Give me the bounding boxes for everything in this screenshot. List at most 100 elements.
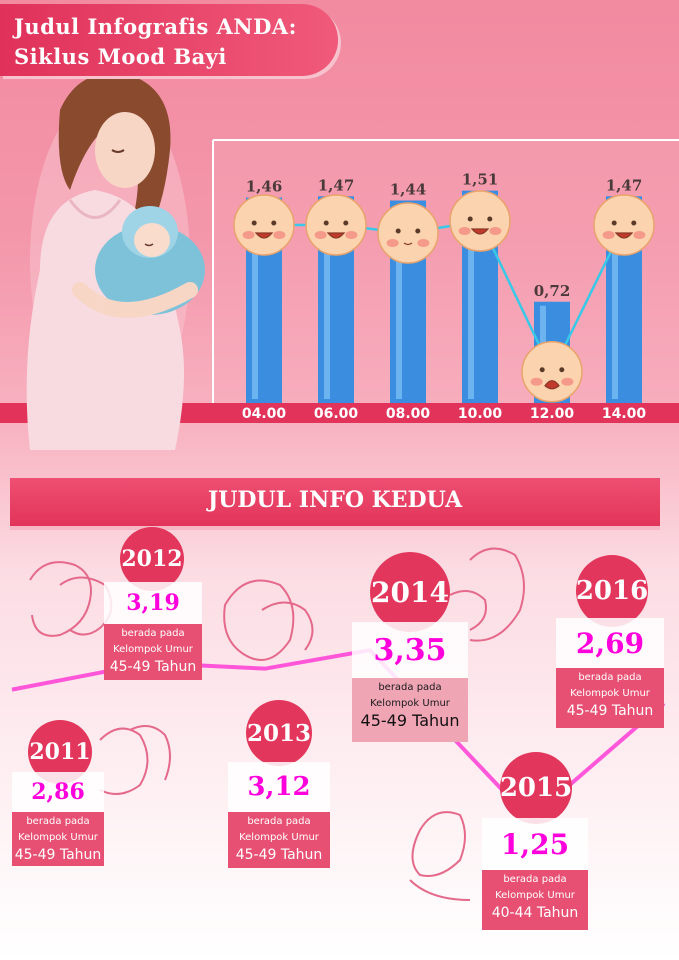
year-badge: 2012 <box>120 527 184 591</box>
face-circle <box>305 194 367 256</box>
cheek <box>561 377 574 386</box>
year-value: 3,12 <box>228 762 330 812</box>
bar-value-label: 1,47 <box>318 176 355 194</box>
bar-highlight <box>324 200 330 399</box>
cheek <box>417 239 430 247</box>
caption-line1: berada pada <box>26 816 90 827</box>
age-group: 45-49 Tahun <box>360 711 460 730</box>
cheek <box>489 227 502 235</box>
eye <box>415 228 421 234</box>
cheek <box>633 231 646 239</box>
card-caption: berada pada Kelompok Umur 45-49 Tahun <box>104 624 202 680</box>
cheek <box>602 231 615 239</box>
year-value: 3,35 <box>352 622 468 678</box>
face-circle <box>449 190 511 252</box>
mouth <box>254 232 274 239</box>
cheek <box>386 239 399 247</box>
eye <box>539 367 545 373</box>
mother-baby-illustration <box>26 73 205 450</box>
x-tick-label: 06.00 <box>314 406 359 422</box>
year-badge: 2016 <box>576 555 648 627</box>
bar-highlight <box>468 194 474 399</box>
bar-value-label: 1,51 <box>462 171 499 189</box>
year-badge: 2013 <box>246 700 312 766</box>
cheek <box>345 231 358 239</box>
eye <box>323 220 329 226</box>
card-caption: berada pada Kelompok Umur 45-49 Tahun <box>228 812 330 868</box>
caption-line2: Kelompok Umur <box>495 890 575 901</box>
face-circle <box>377 202 439 264</box>
year-badge: 2014 <box>370 552 450 632</box>
caption-line1: berada pada <box>503 874 567 885</box>
bar-highlight <box>612 200 618 399</box>
face-circle <box>521 341 583 403</box>
bar-labels-group: 1,46 1,47 1,44 1,51 0,72 1,47 <box>246 171 643 300</box>
eye <box>395 228 401 234</box>
year-value: 2,86 <box>12 772 104 812</box>
x-tick-labels: 04.00 06.00 08.00 10.00 12.00 14.00 <box>242 406 647 422</box>
mother-baby-line-icon <box>29 547 525 901</box>
age-group: 45-49 Tahun <box>566 703 654 719</box>
mouth <box>403 242 413 246</box>
face-circle <box>593 194 655 256</box>
cheek <box>458 227 471 235</box>
face-circle <box>233 194 295 256</box>
page-title-line2: Siklus Mood Bayi <box>14 44 227 69</box>
eye <box>271 220 277 226</box>
x-tick-label: 14.00 <box>602 406 647 422</box>
x-tick-label: 08.00 <box>386 406 431 422</box>
card-caption: berada pada Kelompok Umur 45-49 Tahun <box>12 812 104 866</box>
eye <box>487 216 493 222</box>
bar-value-label: 1,47 <box>606 176 643 194</box>
faces-group <box>233 190 655 403</box>
card-caption: berada pada Kelompok Umur 45-49 Tahun <box>556 668 664 728</box>
caption-line2: Kelompok Umur <box>239 832 319 843</box>
cheek <box>273 231 286 239</box>
mouth <box>326 232 346 239</box>
cheek <box>314 231 327 239</box>
cheek <box>530 377 543 386</box>
baby-face-icon <box>377 202 439 264</box>
caption-line2: Kelompok Umur <box>370 698 450 709</box>
year-badge: 2015 <box>500 752 572 824</box>
caption-line1: berada pada <box>121 628 185 639</box>
caption-line2: Kelompok Umur <box>570 688 650 699</box>
year-value: 1,25 <box>482 818 588 870</box>
title-ribbon: Judul Infografis ANDA: Siklus Mood Bayi <box>0 4 338 76</box>
caption-line1: berada pada <box>378 682 442 693</box>
section2-title: JUDUL INFO KEDUA <box>207 487 463 513</box>
bar-value-label: 1,44 <box>390 181 427 199</box>
eye <box>559 367 565 373</box>
baby-face-icon <box>449 190 511 252</box>
baby-face-icon <box>233 194 295 256</box>
eye <box>343 220 349 226</box>
card-caption: berada pada Kelompok Umur 45-49 Tahun <box>352 678 468 742</box>
mouth <box>614 232 634 239</box>
baby-face-icon <box>305 194 367 256</box>
x-tick-label: 12.00 <box>530 406 575 422</box>
section2-banner: JUDUL INFO KEDUA <box>10 478 660 526</box>
mouth <box>470 228 490 235</box>
year-value: 2,69 <box>556 618 664 668</box>
baby-face-icon <box>521 341 583 403</box>
cheek <box>242 231 255 239</box>
eye <box>251 220 257 226</box>
age-group: 45-49 Tahun <box>109 659 197 675</box>
caption-line1: berada pada <box>578 672 642 683</box>
x-tick-label: 04.00 <box>242 406 287 422</box>
age-group: 45-49 Tahun <box>235 847 323 863</box>
eye <box>467 216 473 222</box>
card-caption: berada pada Kelompok Umur 40-44 Tahun <box>482 870 588 930</box>
caption-line2: Kelompok Umur <box>18 832 98 843</box>
eye <box>631 220 637 226</box>
x-tick-label: 10.00 <box>458 406 503 422</box>
caption-line2: Kelompok Umur <box>113 644 193 655</box>
age-group: 45-49 Tahun <box>14 847 102 863</box>
eye <box>611 220 617 226</box>
page-title-line1: Judul Infografis ANDA: <box>14 14 297 39</box>
bar-value-label: 1,46 <box>246 178 283 196</box>
bar-value-label: 0,72 <box>534 282 571 300</box>
mouth <box>544 380 560 390</box>
bar-highlight <box>396 204 402 399</box>
